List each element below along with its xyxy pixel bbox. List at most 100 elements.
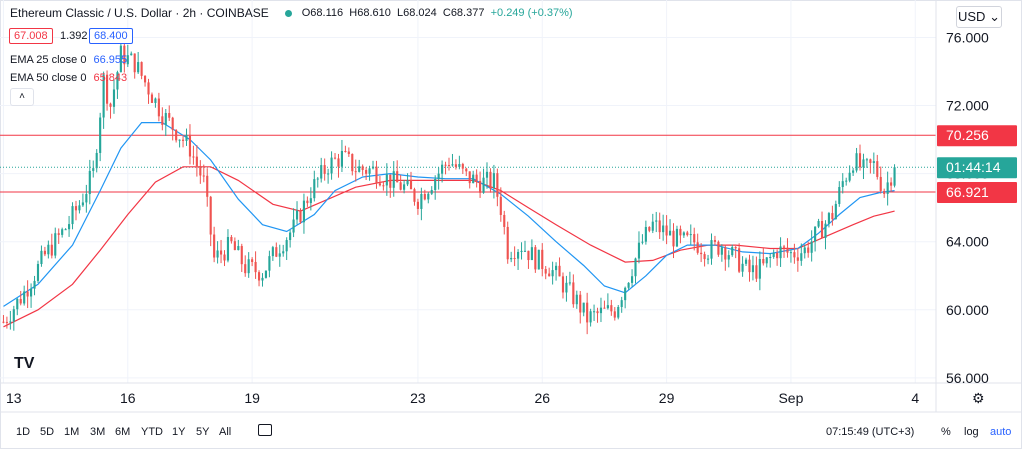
candle-body xyxy=(648,226,651,231)
candle-body xyxy=(57,233,60,235)
candle-body xyxy=(327,173,330,175)
close-value: C68.377 xyxy=(442,7,485,19)
range-1d[interactable]: 1D xyxy=(16,426,31,438)
candle-body xyxy=(95,152,98,169)
indicator-ema50[interactable]: EMA 50 close 0 65.843 xyxy=(10,72,127,84)
candle-body xyxy=(143,75,147,83)
candle-body xyxy=(624,287,627,301)
range-3m[interactable]: 3M xyxy=(90,426,106,438)
candle-body xyxy=(769,256,772,258)
legend-header: Ethereum Classic / U.S. Dollar · 2h · CO… xyxy=(10,6,573,20)
candle-body xyxy=(865,159,868,161)
candle-body xyxy=(717,241,720,255)
candle-body xyxy=(610,305,613,312)
candle-body xyxy=(230,236,233,242)
percent-toggle[interactable]: % xyxy=(941,426,951,438)
candle-body xyxy=(793,252,796,258)
candle-body xyxy=(441,164,444,174)
candle-body xyxy=(409,180,413,190)
horizontal-lines[interactable] xyxy=(0,134,936,193)
utc-clock[interactable]: 07:15:49 (UTC+3) xyxy=(826,426,915,438)
candle-body xyxy=(313,179,316,199)
indicator-ema25[interactable]: EMA 25 close 0 66.955 xyxy=(10,54,127,66)
range-1m[interactable]: 1M xyxy=(64,426,80,438)
candle-body xyxy=(92,168,95,171)
candle-body xyxy=(130,53,133,56)
candle-body xyxy=(544,269,547,274)
collapse-legend-button[interactable]: ˄ xyxy=(10,88,34,106)
candle-body xyxy=(862,159,865,168)
currency-select[interactable]: USD ⌄ xyxy=(956,6,1002,28)
candle-body xyxy=(651,221,654,231)
gear-icon[interactable]: ⚙ xyxy=(972,390,985,406)
candle-body xyxy=(71,206,74,225)
candle-body xyxy=(447,165,451,167)
candle-body xyxy=(206,175,209,197)
range-5d[interactable]: 5D xyxy=(40,426,55,438)
candle-body xyxy=(458,164,461,167)
candle-body xyxy=(30,288,33,297)
candle-body xyxy=(244,264,247,274)
candle-body xyxy=(264,270,268,278)
candle-body xyxy=(548,273,551,277)
candle-body xyxy=(855,153,858,171)
sell-price-box[interactable]: 67.008 xyxy=(9,28,53,44)
candle-body xyxy=(403,184,406,190)
auto-toggle[interactable]: auto xyxy=(990,426,1012,438)
x-axis[interactable]: 13 16 19 23 26 29 Sep 4 xyxy=(6,390,919,406)
price-tag-bg xyxy=(937,157,1017,179)
candle-body xyxy=(434,178,437,191)
x-tick-label: 16 xyxy=(120,390,136,406)
candle-body xyxy=(782,246,786,248)
candle-body xyxy=(202,175,205,177)
log-toggle[interactable]: log xyxy=(964,426,979,438)
candle-body xyxy=(838,187,841,204)
candle-body xyxy=(672,230,675,247)
candle-body xyxy=(85,194,88,203)
candle-body xyxy=(316,178,319,180)
candle-body xyxy=(517,251,520,259)
candle-body xyxy=(340,150,343,167)
range-1y[interactable]: 1Y xyxy=(172,426,186,438)
candle-body xyxy=(36,264,40,281)
range-all[interactable]: All xyxy=(219,426,232,438)
candle-body xyxy=(599,307,603,314)
candle-body xyxy=(188,134,192,157)
candle-body xyxy=(872,161,875,163)
candle-body xyxy=(820,221,824,238)
candle-body xyxy=(485,171,489,178)
candle-body xyxy=(154,98,157,103)
candle-body xyxy=(268,256,271,271)
candle-body xyxy=(178,139,181,141)
range-ytd[interactable]: YTD xyxy=(141,426,163,438)
candle-body xyxy=(814,226,817,242)
candle-body xyxy=(630,276,634,283)
symbol-title[interactable]: Ethereum Classic / U.S. Dollar · 2h · CO… xyxy=(10,6,269,20)
range-6m[interactable]: 6M xyxy=(115,426,131,438)
candle-body xyxy=(351,153,354,172)
buy-price-box[interactable]: 68.400 xyxy=(89,28,133,44)
candle-body xyxy=(634,258,637,277)
range-5y[interactable]: 5Y xyxy=(196,426,210,438)
candle-body xyxy=(430,190,433,194)
calendar-icon[interactable] xyxy=(258,424,272,436)
candle-body xyxy=(706,258,710,260)
candle-body xyxy=(710,240,713,259)
candle-body xyxy=(461,164,464,169)
indicator-ema50-label: EMA 50 close 0 xyxy=(10,72,87,84)
candle-body xyxy=(389,174,392,188)
currency-label: USD xyxy=(958,9,986,24)
candle-body xyxy=(561,276,565,293)
candle-body xyxy=(427,193,430,200)
candle-body xyxy=(451,164,454,166)
candle-body xyxy=(278,253,281,257)
tradingview-logo[interactable]: TV xyxy=(14,355,35,372)
candle-body xyxy=(858,153,862,168)
candle-body xyxy=(54,233,57,256)
candle-body xyxy=(68,224,71,230)
candle-body xyxy=(748,259,751,273)
candle-body xyxy=(689,234,692,236)
y-tick-label: 76.000 xyxy=(946,29,989,45)
